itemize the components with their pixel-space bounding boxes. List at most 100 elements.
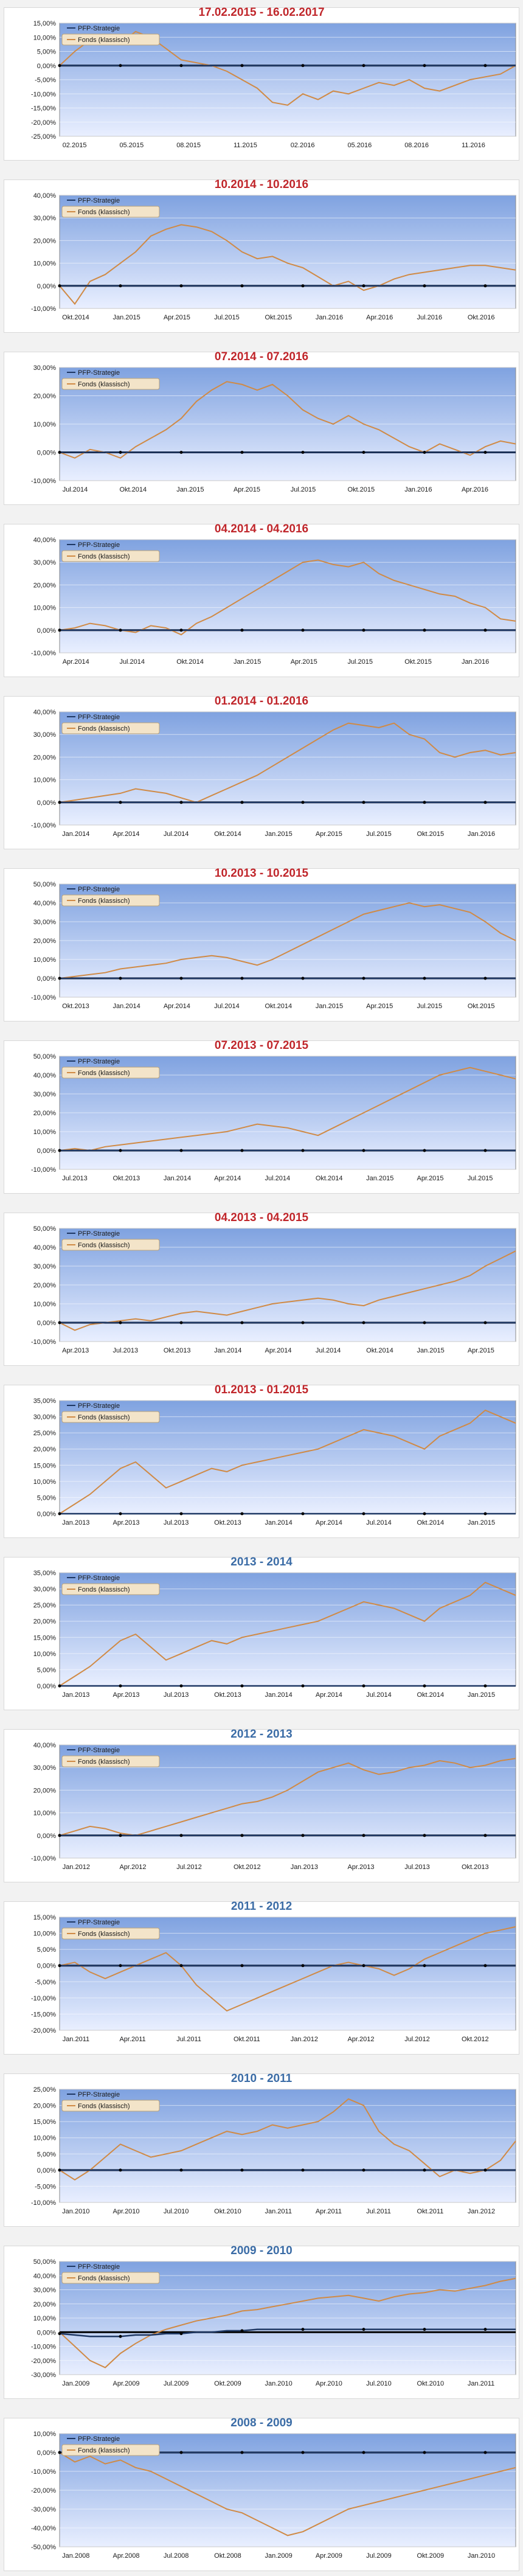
data-point — [423, 2168, 426, 2172]
data-point — [179, 284, 183, 288]
legend-label-pfp: PFP-Strategie — [78, 1575, 120, 1582]
y-tick-label: 30,00% — [33, 1263, 57, 1270]
line-chart: 15,00% 10,00% 5,00% 0,00% -5,00% -10,00% -15,0… — [31, 20, 516, 149]
data-point — [483, 64, 487, 68]
legend-label-pfp: PFP-Strategie — [78, 1919, 120, 1926]
x-tick-label: Jan.2015 — [113, 314, 140, 321]
y-tick-label: 0,00% — [37, 1833, 56, 1840]
data-point — [240, 451, 244, 454]
y-tick-label: 0,00% — [37, 799, 56, 807]
legend-label-fonds: Fonds (klassisch) — [78, 381, 130, 388]
data-point — [423, 64, 426, 68]
chart-panel: 10.2014 - 10.2016 40,00% 30,00% 20,00% 10,00… — [0, 175, 523, 338]
data-point — [58, 451, 61, 454]
chart-panel: 01.2013 - 01.2015 35,00% 30,00% 25,00% 20,00… — [0, 1380, 523, 1543]
y-tick-label: -10,00% — [31, 2344, 56, 2351]
legend: PFP-Strategie Fonds (klassisch) — [61, 369, 160, 390]
chart-panel: 2009 - 2010 50,00% 40,00% 30,00% 20,00% 10,00… — [0, 2241, 523, 2404]
data-point — [362, 1321, 365, 1325]
series-line-fonds — [59, 30, 516, 106]
x-tick-label: Jan.2011 — [63, 2036, 89, 2043]
x-tick-label: Okt.2008 — [214, 2552, 241, 2560]
chart-panel: 17.02.2015 - 16.02.2017 15,00% 10,00% 5,00%… — [0, 2, 523, 165]
legend-box-fonds — [61, 378, 160, 390]
line-chart: 10,00% 0,00% -10,00% -20,00% -30,00% -40,00% -… — [31, 2431, 516, 2560]
data-point — [240, 976, 244, 980]
data-point — [119, 628, 122, 632]
x-tick-label: Apr.2016 — [462, 486, 488, 493]
data-point — [483, 1321, 487, 1325]
x-tick-label: Jan.2015 — [316, 1003, 343, 1010]
y-tick-label: -10,00% — [31, 822, 56, 829]
x-tick-label: Jan.2010 — [265, 2380, 293, 2387]
x-tick-label: Jul.2015 — [417, 1003, 443, 1010]
y-tick-label: 25,00% — [33, 1430, 57, 1437]
chart-title: 2013 - 2014 — [230, 1556, 293, 1568]
y-tick-label: 20,00% — [33, 1110, 57, 1117]
y-tick-label: -15,00% — [31, 2011, 56, 2018]
x-tick-label: Apr.2013 — [347, 1864, 374, 1871]
data-point — [119, 1512, 122, 1516]
x-tick-label: Okt.2016 — [468, 314, 495, 321]
legend-label-pfp: PFP-Strategie — [78, 2091, 120, 2098]
data-point — [119, 1149, 122, 1152]
x-tick-label: Jan.2015 — [234, 658, 261, 666]
line-chart: 40,00% 30,00% 20,00% 10,00% 0,00% -10,00% Okt.… — [31, 192, 516, 321]
x-tick-label: Jan.2013 — [291, 1864, 318, 1871]
legend-box-fonds — [61, 722, 160, 734]
data-point — [179, 1512, 183, 1516]
x-tick-label: Jul.2013 — [164, 1519, 189, 1526]
x-tick-label: Okt.2015 — [417, 830, 445, 838]
legend-label-fonds: Fonds (klassisch) — [78, 2275, 130, 2282]
legend: PFP-Strategie Fonds (klassisch) — [61, 714, 160, 734]
x-tick-label: Jul.2014 — [366, 1519, 392, 1526]
data-point — [301, 1684, 305, 1688]
y-tick-label: 40,00% — [33, 192, 57, 200]
x-tick-label: Apr.2012 — [347, 2036, 374, 2043]
legend-label-fonds: Fonds (klassisch) — [78, 2447, 130, 2454]
x-tick-label: Okt.2009 — [214, 2380, 241, 2387]
y-tick-label: -30,00% — [31, 2372, 56, 2379]
data-point — [483, 976, 487, 980]
legend-label-fonds: Fonds (klassisch) — [78, 2103, 130, 2110]
y-tick-label: -20,00% — [31, 2358, 56, 2365]
x-tick-label: Jul.2009 — [164, 2380, 189, 2387]
x-tick-label: Okt.2014 — [176, 658, 204, 666]
y-tick-label: 50,00% — [33, 1053, 57, 1060]
x-tick-label: Apr.2016 — [366, 314, 393, 321]
y-tick-label: -10,00% — [31, 2199, 56, 2207]
legend-label-fonds: Fonds (klassisch) — [78, 725, 130, 733]
y-tick-label: 20,00% — [33, 237, 57, 245]
data-point — [240, 64, 244, 68]
y-tick-label: 0,00% — [37, 975, 56, 983]
y-tick-label: -10,00% — [31, 650, 56, 657]
data-point — [423, 2451, 426, 2454]
legend-box-fonds — [61, 1927, 160, 1940]
data-point — [58, 1512, 61, 1516]
data-point — [240, 1321, 244, 1325]
x-tick-label: Apr.2013 — [62, 1347, 89, 1354]
legend-box-fonds — [61, 550, 160, 562]
x-tick-label: 02.2015 — [63, 142, 87, 149]
legend: PFP-Strategie Fonds (klassisch) — [61, 1747, 160, 1767]
chart-panel: 10.2013 - 10.2015 50,00% 40,00% 30,00% 20,00… — [0, 863, 523, 1026]
y-tick-label: 40,00% — [33, 1244, 57, 1251]
data-point — [301, 2328, 305, 2331]
y-tick-label: 0,00% — [37, 1683, 56, 1690]
x-tick-label: Okt.2013 — [214, 1691, 241, 1699]
x-tick-label: Jan.2016 — [468, 830, 495, 838]
data-point — [240, 628, 244, 632]
x-tick-label: Apr.2015 — [164, 314, 190, 321]
legend: PFP-Strategie Fonds (klassisch) — [61, 541, 160, 562]
y-tick-label: 15,00% — [33, 1914, 57, 1921]
x-tick-label: Jan.2014 — [214, 1347, 241, 1354]
data-point — [301, 1964, 305, 1968]
legend: PFP-Strategie Fonds (klassisch) — [61, 886, 160, 907]
x-tick-label: Jul.2013 — [404, 1864, 430, 1871]
x-tick-label: Jan.2013 — [62, 1691, 89, 1699]
x-tick-label: Okt.2014 — [366, 1347, 393, 1354]
y-tick-label: 0,00% — [37, 1963, 56, 1970]
x-tick-label: Jul.2013 — [113, 1347, 139, 1354]
x-tick-label: Jan.2012 — [63, 1864, 90, 1871]
x-tick-label: Jul.2014 — [265, 1175, 291, 1182]
